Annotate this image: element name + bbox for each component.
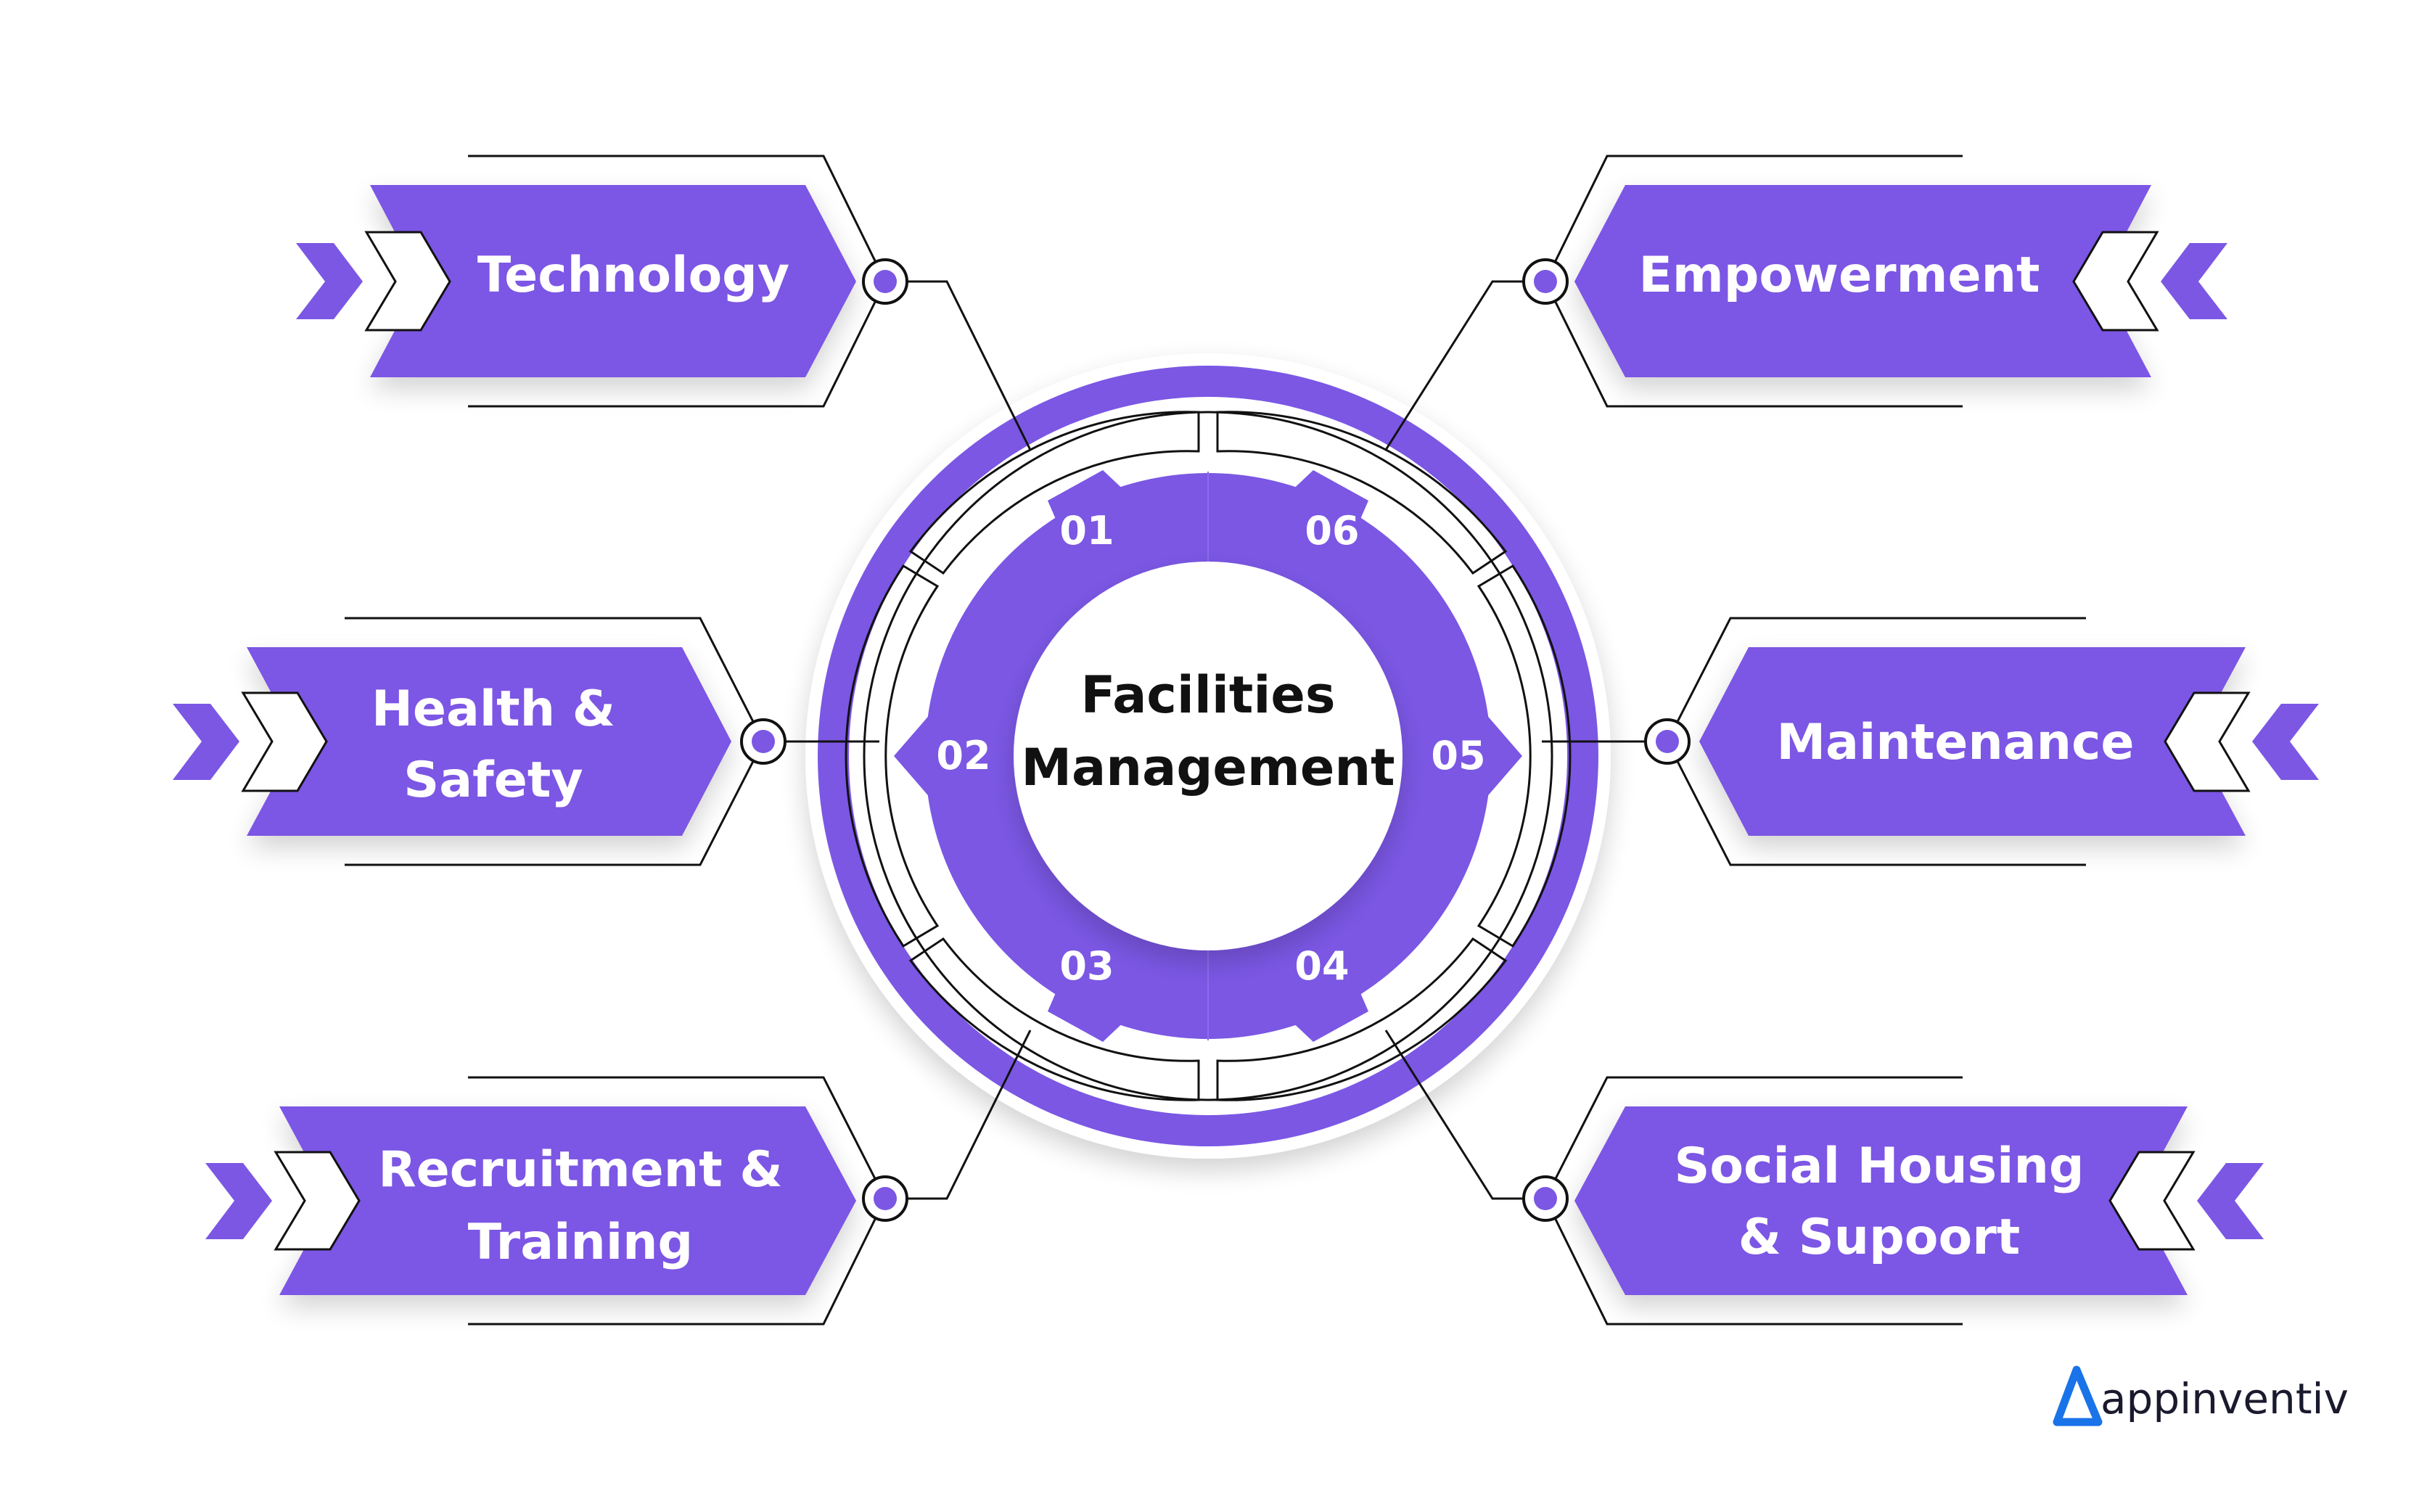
gear-tooth xyxy=(1048,470,1143,544)
gear-tooth xyxy=(1480,707,1522,805)
chevron-filled-icon xyxy=(2161,243,2227,319)
node-dot-core xyxy=(1534,270,1557,293)
segment-number-03: 03 xyxy=(1059,943,1114,989)
gear-tooth xyxy=(1273,968,1368,1042)
gear-tooth xyxy=(1048,968,1143,1042)
segment-outlines xyxy=(845,411,1572,1101)
chevron-filled-icon xyxy=(205,1163,272,1239)
central-wheel: Facilities Management 01 02 03 04 05 06 xyxy=(805,353,1611,1159)
node-dot-core xyxy=(752,730,775,753)
segment-number-01: 01 xyxy=(1059,508,1114,554)
chevron-outline-icon xyxy=(2108,1151,2196,1251)
brand-name: appinventiv xyxy=(2100,1374,2349,1423)
box-empowerment: Empowerment xyxy=(1522,155,2227,408)
chevron-outline-icon xyxy=(2072,231,2159,332)
label-social-line1: Social Housing xyxy=(1674,1138,2084,1195)
box-health-safety: Health & Safety xyxy=(173,617,787,866)
node-dot-core xyxy=(874,1187,897,1210)
gear-tooth xyxy=(894,707,936,805)
box-technology: Technology xyxy=(296,155,908,408)
label-recruitment-line1: Recruitment & xyxy=(378,1141,782,1199)
center-title-line1: Facilities xyxy=(1080,665,1335,725)
label-banner xyxy=(1574,185,2151,377)
chevron-filled-icon xyxy=(2197,1163,2264,1239)
appinventiv-logo-icon xyxy=(2053,1365,2103,1426)
box-social-housing: Social Housing & Supoort xyxy=(1522,1076,2264,1326)
label-banner xyxy=(1574,1106,2188,1295)
label-banner xyxy=(370,185,856,377)
chevron-filled-icon xyxy=(173,704,239,780)
segment-number-04: 04 xyxy=(1294,943,1349,989)
chevron-filled-icon xyxy=(2252,704,2319,780)
label-social-line2: & Supoort xyxy=(1738,1209,2021,1266)
gear-tooth xyxy=(1273,470,1368,544)
label-health-line2: Safety xyxy=(403,752,583,809)
chevron-outline-icon xyxy=(274,1151,361,1251)
label-banner xyxy=(1699,647,2246,836)
outer-thin-ring xyxy=(863,411,1553,1101)
chevron-outline-icon xyxy=(364,231,451,332)
chevron-outline-icon xyxy=(2164,691,2251,792)
segment-number-02: 02 xyxy=(936,733,990,778)
node-dot-core xyxy=(874,270,897,293)
label-recruitment-line2: Training xyxy=(468,1214,693,1271)
node-dot-core xyxy=(1656,730,1679,753)
label-banner xyxy=(279,1106,856,1295)
center-title-line2: Management xyxy=(1021,738,1395,797)
brand-logo: appinventiv xyxy=(2053,1365,2349,1426)
segment-number-06: 06 xyxy=(1305,508,1359,554)
node-dot-core xyxy=(1534,1187,1557,1210)
label-banner xyxy=(247,647,731,836)
label-technology-line1: Technology xyxy=(477,247,789,304)
chevron-filled-icon xyxy=(296,243,363,319)
label-health-line1: Health & xyxy=(371,681,615,738)
box-recruitment-training: Recruitment & Training xyxy=(205,1076,908,1326)
center-disc xyxy=(1014,562,1402,950)
label-empowerment-line1: Empowerment xyxy=(1638,247,2040,304)
box-maintenance: Maintenance xyxy=(1644,617,2319,866)
segment-number-05: 05 xyxy=(1431,733,1485,778)
label-maintenance-line1: Maintenance xyxy=(1776,714,2134,771)
chevron-outline-icon xyxy=(241,691,328,792)
